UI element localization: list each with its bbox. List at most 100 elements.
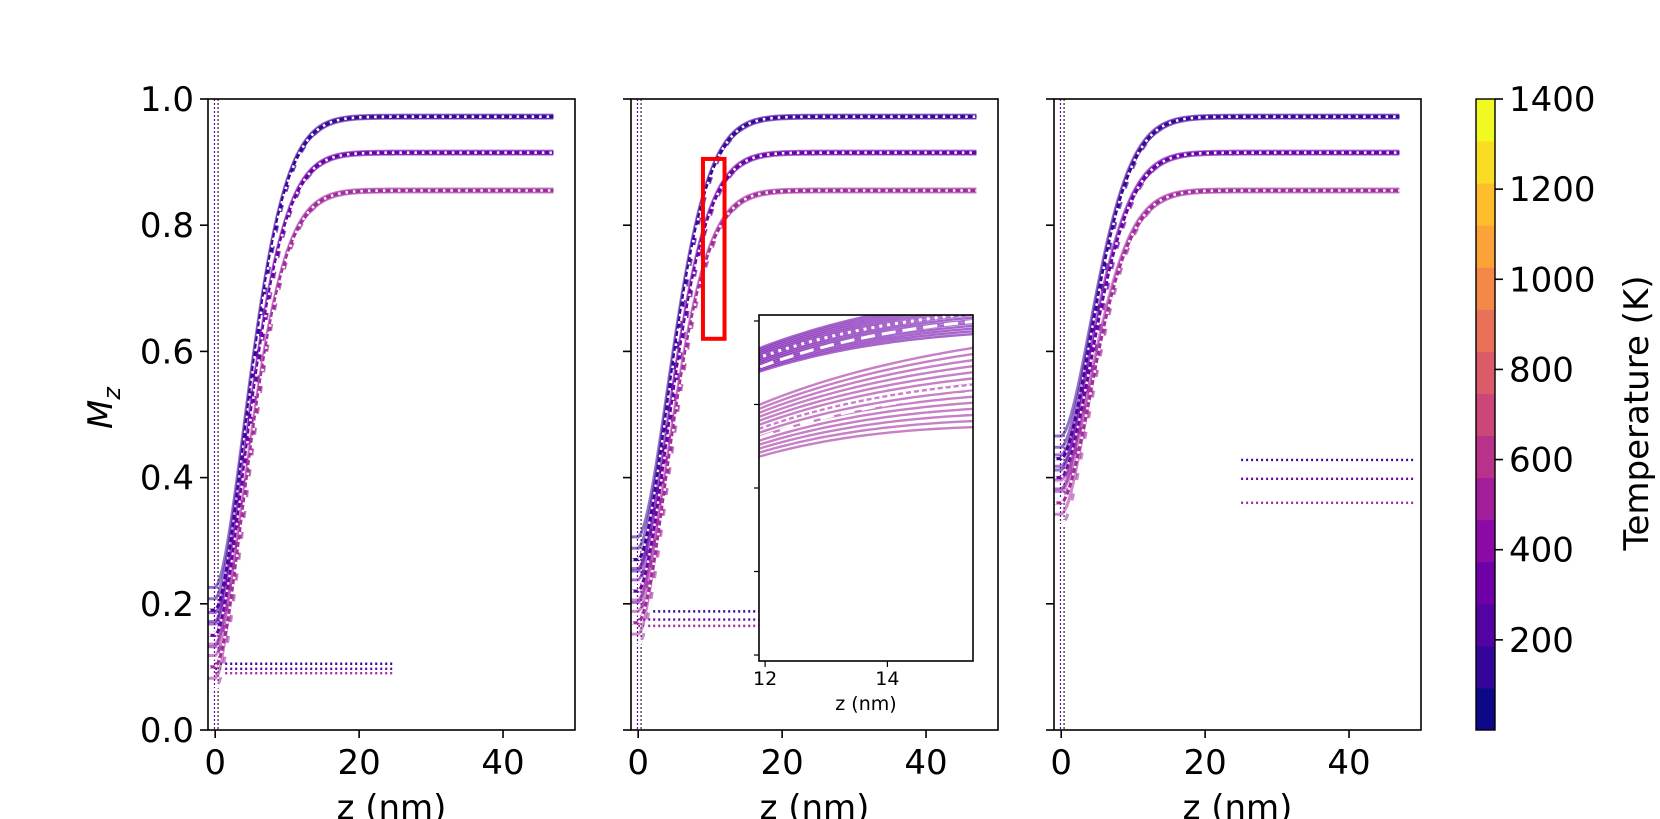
fit-dashed-500K — [1054, 194, 1400, 528]
series-band-500K — [1054, 189, 1400, 516]
colorbar-segment — [1476, 267, 1495, 310]
fit-dashed-100K — [631, 120, 977, 584]
y-tick-label: 0.4 — [140, 459, 194, 499]
series-band-300K — [631, 149, 977, 570]
colorbar-segment — [1476, 309, 1495, 352]
inset-series-500K — [759, 407, 973, 446]
x-tick-label: 20 — [760, 743, 803, 783]
y-tick-label: 0.2 — [140, 585, 194, 625]
colorbar-segment — [1476, 435, 1495, 479]
inset-series-100K — [741, 245, 998, 299]
y-tick-label: 0.8 — [140, 206, 194, 246]
series-line-500K — [1054, 188, 1400, 505]
series-band-500K — [1054, 188, 1400, 493]
inset-series-300K — [759, 315, 973, 361]
fit-dashed-100K — [1054, 120, 1400, 483]
colorbar-label: Temperature (K) — [1617, 275, 1657, 551]
series-band-500K — [208, 188, 554, 658]
fit-dashed-500K — [208, 194, 554, 692]
series-band-300K — [1054, 149, 1400, 457]
panel-left: 0.0 0.2 0.4 0.6 0.8 1.0 0 20 40 z (nm) — [140, 80, 576, 819]
x-tick-label: 0 — [1050, 743, 1072, 783]
inset-series-500K — [759, 401, 973, 443]
inset-series-500K — [759, 377, 973, 427]
inset-series-300K — [759, 315, 904, 354]
fit-dashed-500K — [631, 194, 977, 647]
y-axis-label-subscript: z — [98, 386, 126, 401]
inset-series-100K — [741, 242, 998, 297]
inset-series-100K — [741, 257, 998, 306]
plot-area-middle — [631, 99, 977, 730]
axes-frame-middle — [630, 98, 999, 731]
inset-series-300K — [759, 315, 957, 359]
inset-series-100K — [741, 256, 998, 306]
fit-dotted-300K — [1054, 151, 1400, 479]
inset-fit-dashed-100K — [741, 251, 998, 307]
fit-dotted-100K — [1054, 115, 1400, 460]
colorbar-frame — [1475, 98, 1496, 731]
inset-series-500K — [759, 383, 973, 431]
inset-series-500K — [759, 346, 973, 407]
colorbar-segment — [1476, 99, 1495, 142]
inset-series-100K — [741, 250, 998, 302]
fit-dashed-300K — [208, 156, 554, 660]
colorbar-tick-label: 800 — [1509, 350, 1574, 390]
series-band-500K — [208, 189, 554, 680]
inset-fit-dotted-100K — [741, 244, 998, 298]
inset-series-300K — [759, 327, 973, 370]
inset-x-tick-label: 14 — [875, 668, 899, 690]
axes-frame-left — [207, 98, 576, 731]
colorbar-segment — [1476, 477, 1495, 521]
colorbar-tick-label: 400 — [1509, 531, 1574, 571]
inset-series-300K — [759, 315, 890, 352]
inset-background — [759, 315, 973, 661]
fit-dotted-100K — [208, 115, 554, 612]
inset-series-500K — [759, 364, 973, 419]
x-tick-label: 0 — [204, 743, 226, 783]
series-band-500K — [208, 188, 554, 669]
colorbar: 200 400 600 800 1000 1200 1400 — [1475, 80, 1596, 731]
inset-series-100K — [741, 252, 998, 303]
inset-series-500K — [759, 419, 973, 454]
colorbar-tick-label: 200 — [1509, 621, 1574, 661]
colorbar-segment — [1476, 141, 1495, 184]
fit-dashed-300K — [631, 156, 977, 616]
x-axis-label-left: z (nm) — [337, 788, 447, 819]
series-line-500K — [208, 188, 554, 669]
fit-dotted-500K — [631, 189, 977, 625]
inset-series-100K — [741, 235, 998, 293]
x-tick-label: 0 — [627, 743, 649, 783]
colorbar-tick-label: 1400 — [1509, 80, 1596, 120]
colorbar-segment — [1476, 603, 1495, 647]
inset-series-300K — [759, 315, 919, 356]
series-band-500K — [208, 190, 554, 692]
inset-series-100K — [741, 254, 998, 304]
inset-series-500K — [759, 352, 973, 411]
inset-series-100K — [741, 238, 998, 295]
y-tick-label: 1.0 — [140, 80, 194, 120]
axes-frame-right — [1053, 98, 1422, 731]
fit-dashed-100K — [208, 120, 554, 635]
colorbar-segment — [1476, 183, 1495, 226]
series-band-500K — [1054, 188, 1400, 505]
x-tick-label: 20 — [337, 743, 380, 783]
inset-series-100K — [741, 237, 998, 294]
inset-plot-area — [741, 235, 998, 458]
colorbar-tick-label: 600 — [1509, 441, 1574, 481]
x-axis-label-right: z (nm) — [1183, 788, 1293, 819]
inset-series-500K — [759, 358, 973, 415]
x-tick-label: 40 — [481, 743, 524, 783]
colorbar-segment — [1476, 645, 1495, 689]
colorbar-segment — [1476, 687, 1495, 731]
series-band-500K — [208, 187, 554, 646]
series-band-100K — [631, 113, 977, 539]
series-band-100K — [1054, 113, 1400, 438]
inset-series-300K — [759, 332, 973, 374]
colorbar-segment — [1476, 561, 1495, 605]
inset-series-300K — [759, 316, 973, 363]
x-axis-label-middle: z (nm) — [760, 788, 870, 819]
fit-dotted-300K — [208, 151, 554, 637]
y-axis-label-main: M — [81, 400, 121, 429]
y-tick-label: 0.0 — [140, 711, 194, 751]
